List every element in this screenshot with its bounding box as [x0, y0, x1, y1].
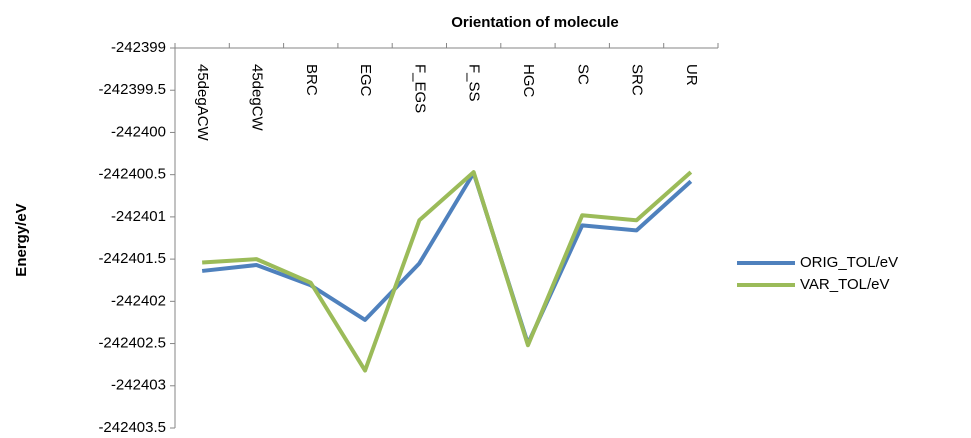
y-tick-label: -242401: [111, 208, 166, 225]
series-line: [201, 170, 693, 346]
x-tick-label: SRC: [629, 64, 646, 96]
y-tick-label: -242400: [111, 123, 166, 140]
y-tick-label: -242400.5: [98, 166, 166, 183]
x-tick-label: UR: [683, 64, 700, 86]
y-tick-label: -242401.5: [98, 250, 166, 267]
x-tick-label: EGC: [357, 64, 374, 97]
x-tick-label: BRC: [303, 64, 320, 96]
chart-title: Orientation of molecule: [451, 14, 619, 31]
y-tick-label: -242402.5: [98, 335, 166, 352]
y-tick-label: -242403.5: [98, 419, 166, 436]
x-tick-label: F_SS: [466, 64, 483, 102]
y-tick-label: -242399: [111, 39, 166, 56]
x-tick-label: 45degACW: [194, 64, 211, 142]
x-tick-label: HGC: [520, 64, 537, 98]
series-line: [202, 170, 693, 373]
y-tick-label: -242399.5: [98, 81, 166, 98]
legend-label: VAR_TOL/eV: [800, 276, 890, 293]
y-tick-label: -242403: [111, 377, 166, 394]
y-tick-label: -242402: [111, 292, 166, 309]
x-tick-label: SC: [574, 64, 591, 85]
y-axis-label: Energy/eV: [13, 203, 30, 276]
legend-label: ORIG_TOL/eV: [800, 254, 898, 271]
x-tick-label: 45degCW: [248, 64, 265, 132]
x-tick-label: F_EGS: [411, 64, 428, 113]
